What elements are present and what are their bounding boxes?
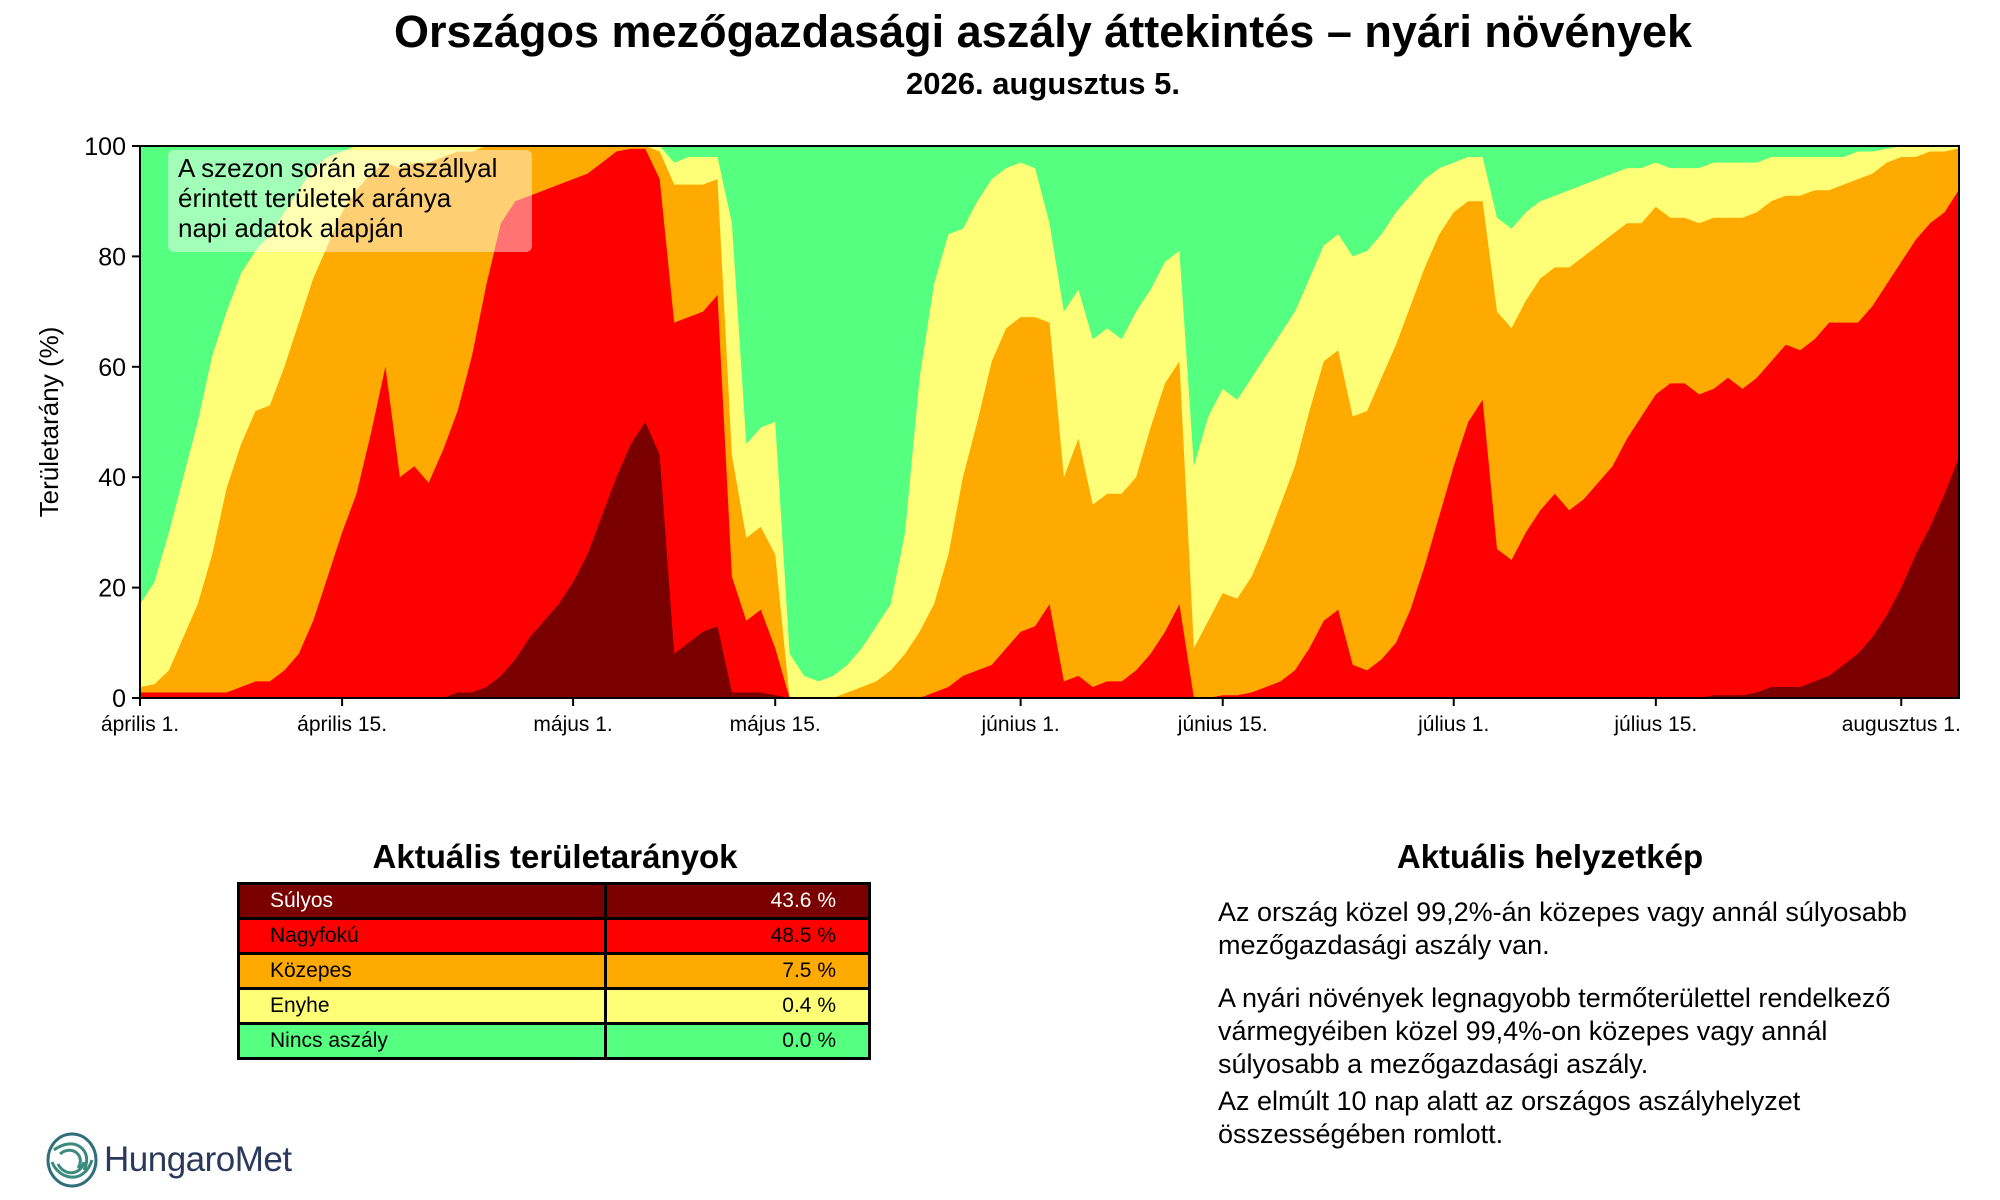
table-row: Nincs aszály 0.0 % [237,1022,872,1060]
plot-frame [139,145,1960,699]
hungaromet-logo: HungaroMet [44,1128,292,1192]
status-title: Aktuális helyzetkép [1396,838,1704,875]
row-value: 48.5 % [603,917,872,955]
row-label: Súlyos [237,882,607,920]
x-tick-label: július 15. [1613,713,1697,736]
annotation-line-3: napi adatok alapján [178,213,404,243]
row-value: 7.5 % [603,952,872,990]
row-label: Enyhe [237,987,607,1025]
status-paragraph-2: A nyári növények legnagyobb termőterület… [1218,983,1891,1079]
status-paragraph-3: Az elmúlt 10 nap alatt az országos aszál… [1218,1086,1801,1149]
x-tick-label: április 1. [101,713,179,736]
table-title: Aktuális területarányok [372,838,738,875]
page-subtitle: 2026. augusztus 5. [906,66,1180,101]
table-row: Közepes 7.5 % [237,952,872,990]
hungaromet-swirl-logo-icon [46,1132,98,1188]
row-value: 0.0 % [603,1022,872,1060]
x-tick-label: augusztus 1. [1842,713,1961,736]
drought-area-chart: 0 20 40 60 80 100 április 1. április 15. május … [34,133,1961,736]
table-row: Súlyos 43.6 % [237,882,872,920]
table-row: Nagyfokú 48.5 % [237,917,872,955]
y-tick-label: 80 [98,243,126,271]
x-tick-label: április 15. [297,713,387,736]
x-tick-label: május 15. [730,713,821,736]
status-paragraph-1: Az ország közel 99,2%-án közepes vagy an… [1218,897,1907,960]
area-ratio-table: Súlyos 43.6 % Nagyfokú 48.5 % Közepes 7.… [237,882,872,1060]
status-text: Az ország közel 99,2%-án közepes vagy an… [1218,896,1938,1171]
annotation-line-2: érintett területek aránya [178,183,452,213]
x-tick-label: június 15. [1177,713,1268,736]
table-row: Enyhe 0.4 % [237,987,872,1025]
y-tick-label: 100 [84,133,126,161]
y-tick-label: 20 [98,575,126,603]
y-tick-label: 60 [98,354,126,382]
logo-text: HungaroMet [104,1140,292,1179]
y-tick-label: 0 [112,685,126,713]
row-label: Nagyfokú [237,917,607,955]
row-label: Közepes [237,952,607,990]
area-sulyos [140,422,1959,698]
x-tick-label: június 1. [981,713,1060,736]
row-value: 0.4 % [603,987,872,1025]
row-label: Nincs aszály [237,1022,607,1060]
y-axis-label: Területarány (%) [34,327,64,518]
page-title: Országos mezőgazdasági aszály áttekintés… [393,6,1693,57]
x-tick-label: május 1. [533,713,612,736]
x-tick-label: július 1. [1417,713,1489,736]
annotation-line-1: A szezon során az aszállyal [178,153,497,183]
annotation-box: A szezon során az aszállyal érintett ter… [168,150,532,252]
y-tick-label: 40 [98,464,126,492]
row-value: 43.6 % [603,882,872,920]
